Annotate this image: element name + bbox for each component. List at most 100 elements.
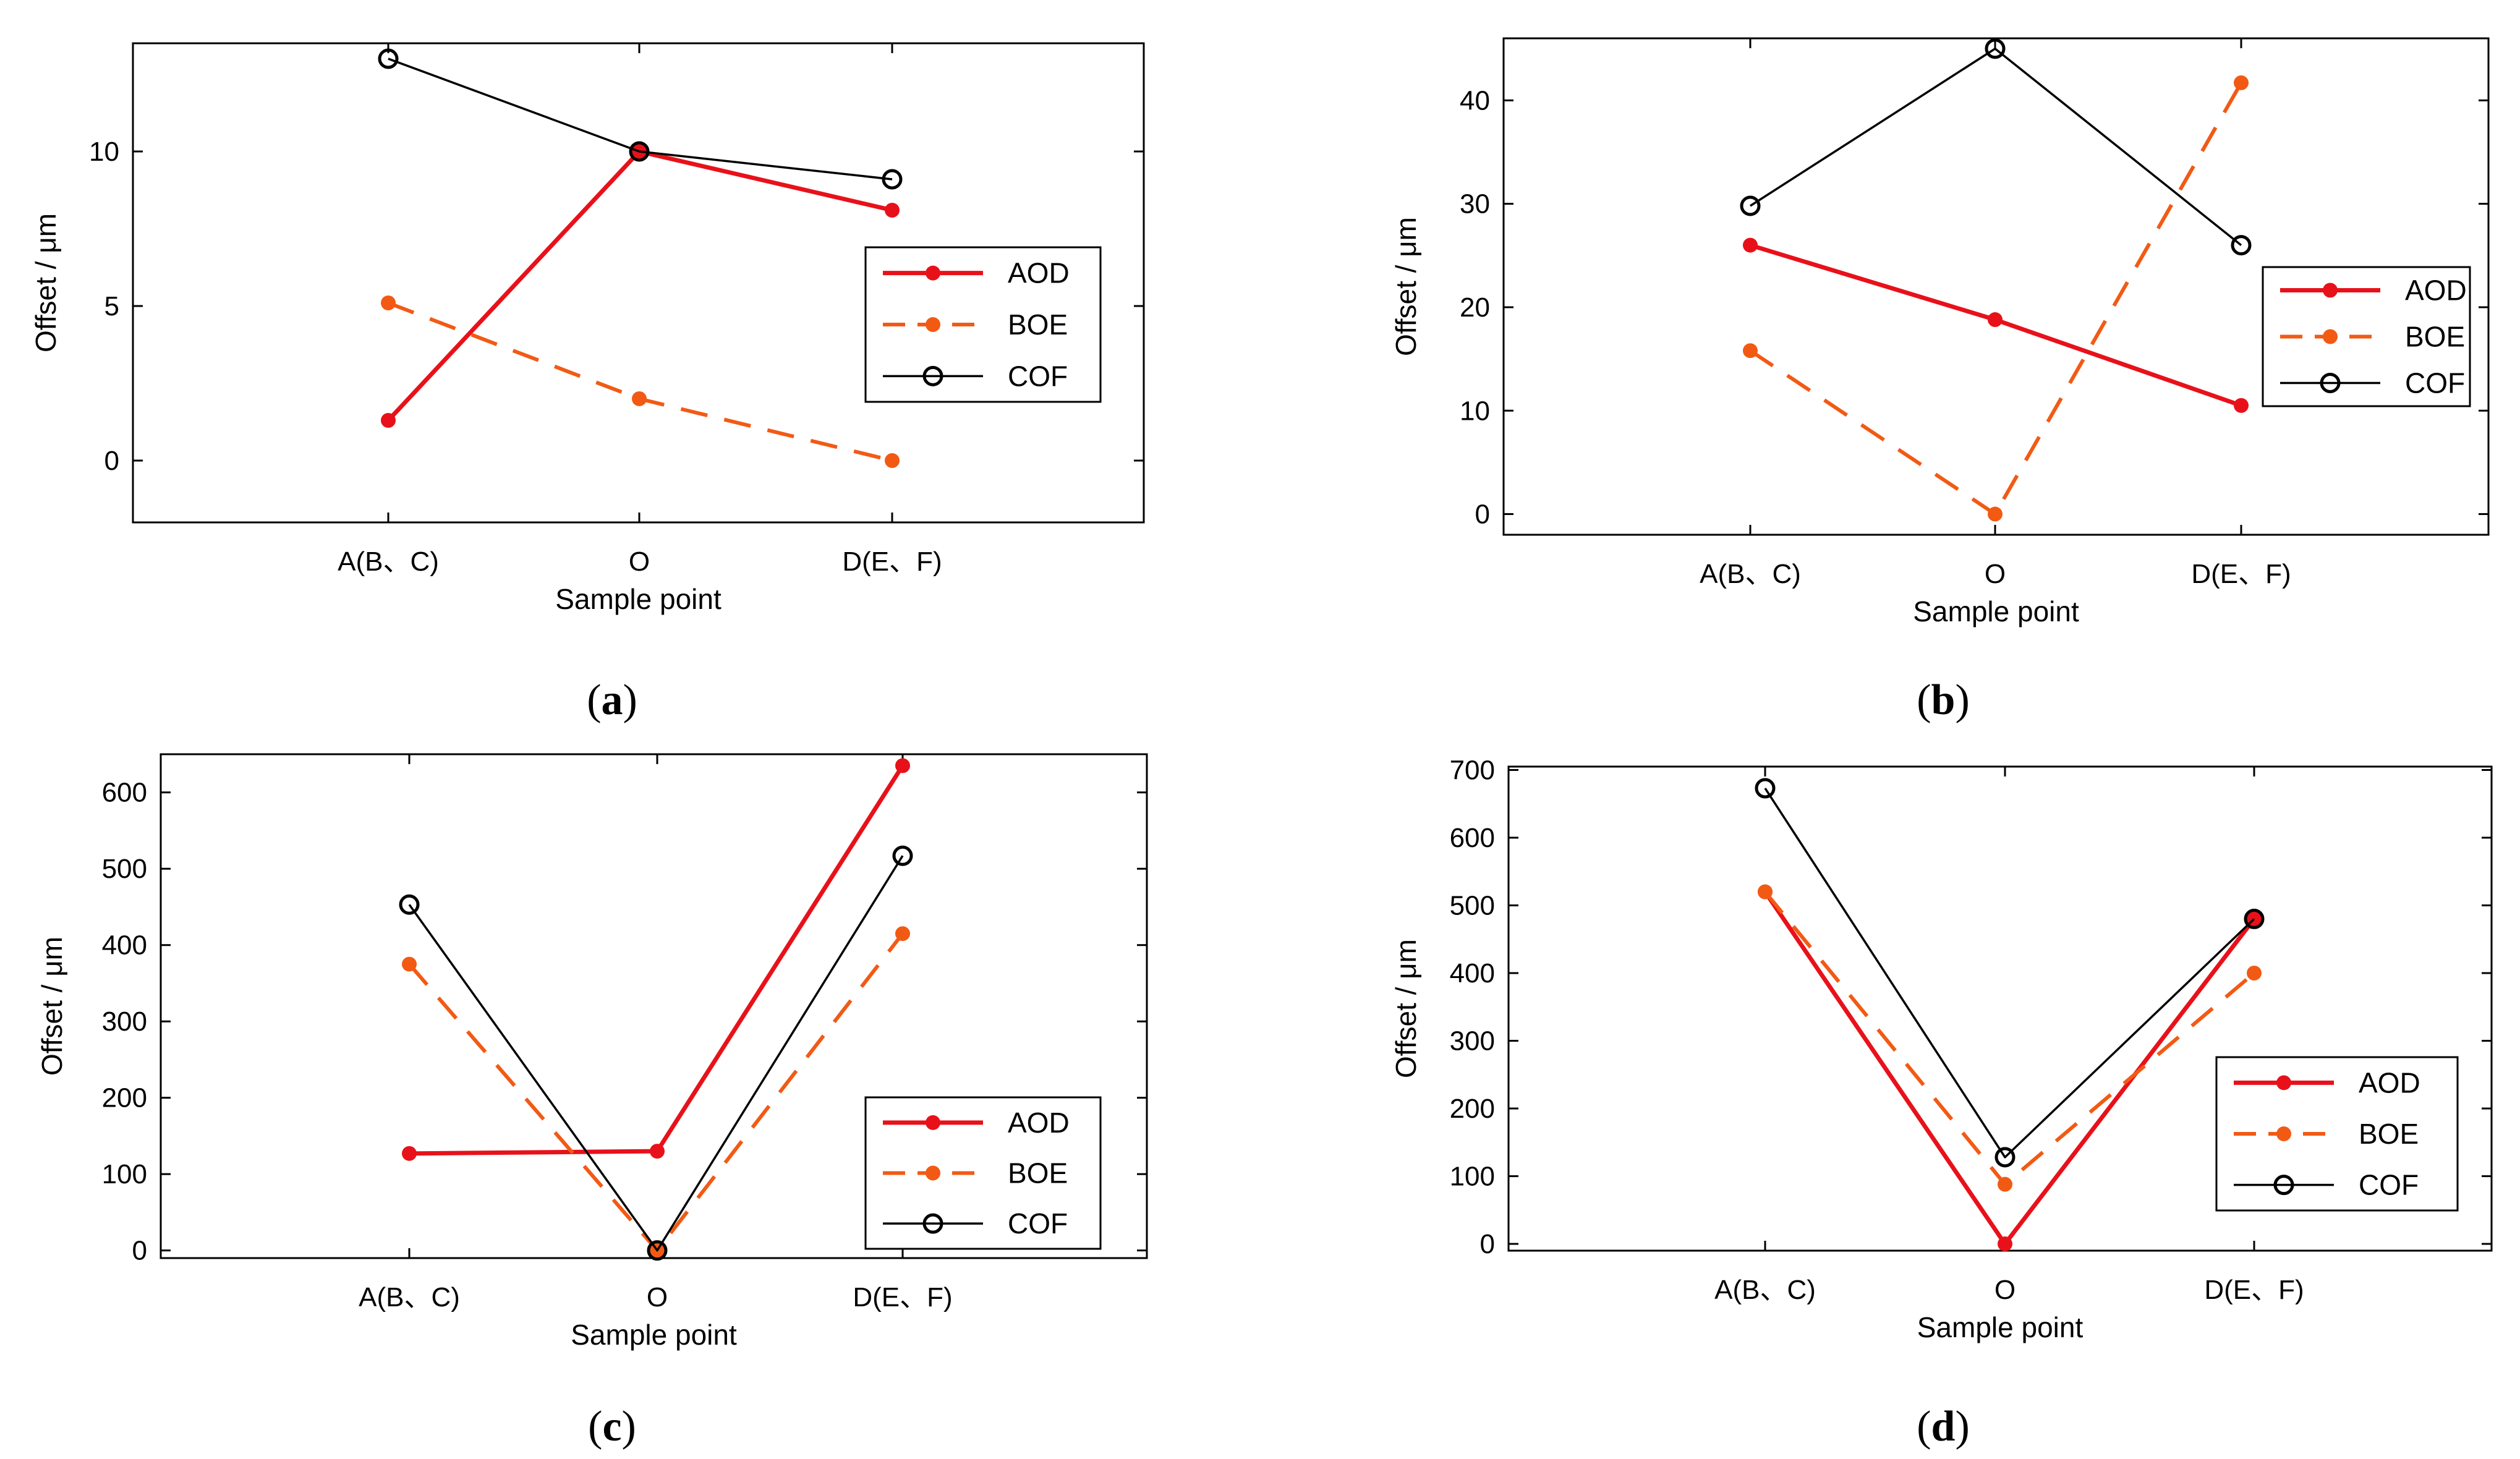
y-axis-label: Offset / μm — [30, 213, 62, 352]
legend: AOD BOE COF — [864, 246, 1102, 403]
series-line-boe — [387, 301, 893, 462]
data-point-cof — [1755, 778, 1776, 799]
data-point-aod — [1743, 237, 1758, 253]
panel-caption: (b) — [1917, 676, 1970, 724]
series-line-boe — [1763, 890, 2255, 1186]
data-point-boe — [632, 391, 647, 406]
series-aod — [1743, 237, 2249, 413]
legend: AOD BOE COF — [2215, 1056, 2459, 1212]
legend-marker-boe — [926, 1165, 940, 1181]
legend-marker-aod — [2276, 1075, 2291, 1091]
legend-marker-cof — [922, 1213, 943, 1234]
series-line-boe — [407, 932, 905, 1253]
data-point-aod — [2234, 398, 2249, 413]
data-point-cof — [892, 845, 913, 866]
y-tick-label: 200 — [1450, 1094, 1495, 1124]
y-tick-label: 0 — [132, 1236, 147, 1266]
y-tick-label: 0 — [104, 446, 119, 476]
series-line-aod — [409, 764, 905, 1156]
data-point-boe — [1988, 506, 2003, 522]
series-line-cof — [1764, 788, 2255, 1159]
legend-marker-cof — [2273, 1175, 2294, 1196]
legend-label-aod: AOD — [2405, 274, 2467, 307]
data-point-boe — [381, 296, 396, 310]
data-point-cof — [1740, 195, 1761, 216]
caption-letter: c — [602, 1403, 621, 1450]
x-tick-label: A(B、C) — [338, 547, 439, 577]
legend-label-cof: COF — [1008, 360, 1068, 392]
y-tick-label: 300 — [1450, 1026, 1495, 1057]
series-line-aod — [1763, 890, 2256, 1246]
y-tick-label: 300 — [102, 1006, 147, 1037]
y-tick-label: 10 — [1460, 396, 1490, 426]
data-point-aod — [650, 1144, 665, 1159]
series-aod — [381, 144, 900, 428]
x-axis-label: Sample point — [555, 583, 722, 615]
y-tick-label: 100 — [1450, 1162, 1495, 1192]
series-cof — [378, 48, 903, 190]
legend-label-cof: COF — [2405, 367, 2465, 399]
y-axis-label: Offset / μm — [36, 937, 68, 1076]
x-axis-label: Sample point — [1913, 595, 2079, 627]
legend-label-boe: BOE — [1008, 1157, 1068, 1189]
data-point-boe — [2234, 75, 2249, 90]
caption-open-paren: ( — [587, 676, 601, 724]
legend-label-aod: AOD — [2359, 1066, 2420, 1099]
caption-letter: a — [602, 676, 623, 724]
data-point-boe — [2247, 966, 2262, 981]
caption-letter: b — [1931, 676, 1956, 724]
y-tick-label: 0 — [1475, 500, 1490, 530]
x-tick-label: A(B、C) — [359, 1282, 460, 1312]
panel-caption: (c) — [588, 1403, 636, 1450]
series-boe — [1758, 884, 2262, 1192]
data-point-cof — [2231, 235, 2252, 256]
legend-marker-boe — [926, 317, 940, 332]
caption-open-paren: ( — [1917, 1403, 1931, 1450]
caption-open-paren: ( — [588, 1403, 602, 1450]
x-tick-label: O — [647, 1282, 668, 1312]
data-point-aod — [381, 413, 396, 428]
legend-marker-boe — [2323, 329, 2338, 344]
y-tick-label: 30 — [1460, 189, 1490, 219]
data-point-boe — [402, 956, 417, 972]
x-tick-label: D(E、F) — [2204, 1275, 2304, 1305]
y-tick-label: 600 — [1450, 823, 1495, 853]
chart-panel-b: 0 10 20 30 40 A(B、C) O D(E、F) Sample point Offset… — [1390, 37, 2490, 724]
y-tick-label: 400 — [102, 930, 147, 961]
caption-close-paren: ) — [623, 676, 637, 724]
data-point-cof — [647, 1240, 668, 1261]
caption-close-paren: ) — [1955, 1403, 1969, 1450]
x-tick-label: D(E、F) — [2191, 559, 2291, 589]
data-point-aod — [1988, 312, 2003, 328]
y-axis-label: Offset / μm — [1390, 939, 1422, 1078]
y-tick-label: 700 — [1450, 755, 1495, 785]
legend-marker-aod — [926, 265, 940, 281]
data-point-cof — [882, 169, 903, 190]
y-tick-label: 5 — [104, 291, 119, 321]
data-point-aod — [1998, 1236, 2012, 1252]
series-boe — [1743, 75, 2249, 522]
series-cof — [1755, 778, 2265, 1168]
legend-label-aod: AOD — [1008, 257, 1070, 289]
series-line-boe — [1749, 82, 2243, 516]
x-tick-label: D(E、F) — [842, 547, 942, 577]
legend-label-boe: BOE — [2405, 321, 2465, 353]
chart-panel-d: 0 100 200 300 400 500 600 700 A(B、C) O D(E、F) Sampl… — [1390, 755, 2493, 1450]
x-tick-label: D(E、F) — [853, 1282, 952, 1312]
legend-label-boe: BOE — [1008, 308, 1068, 341]
x-axis-label: Sample point — [571, 1319, 737, 1351]
y-tick-label: 400 — [1450, 958, 1495, 989]
y-tick-label: 40 — [1460, 85, 1490, 116]
y-tick-label: 500 — [1450, 890, 1495, 921]
x-tick-label: O — [1994, 1275, 2016, 1305]
plot-frame — [1507, 765, 2493, 1252]
x-tick-label: A(B、C) — [1700, 559, 1801, 589]
series-line-cof — [408, 855, 904, 1252]
legend-label-cof: COF — [2359, 1169, 2419, 1201]
series-line-cof — [1750, 47, 2242, 246]
caption-open-paren: ( — [1917, 676, 1931, 724]
data-point-aod — [885, 203, 900, 218]
x-tick-label: O — [629, 547, 650, 577]
y-tick-label: 500 — [102, 854, 147, 884]
